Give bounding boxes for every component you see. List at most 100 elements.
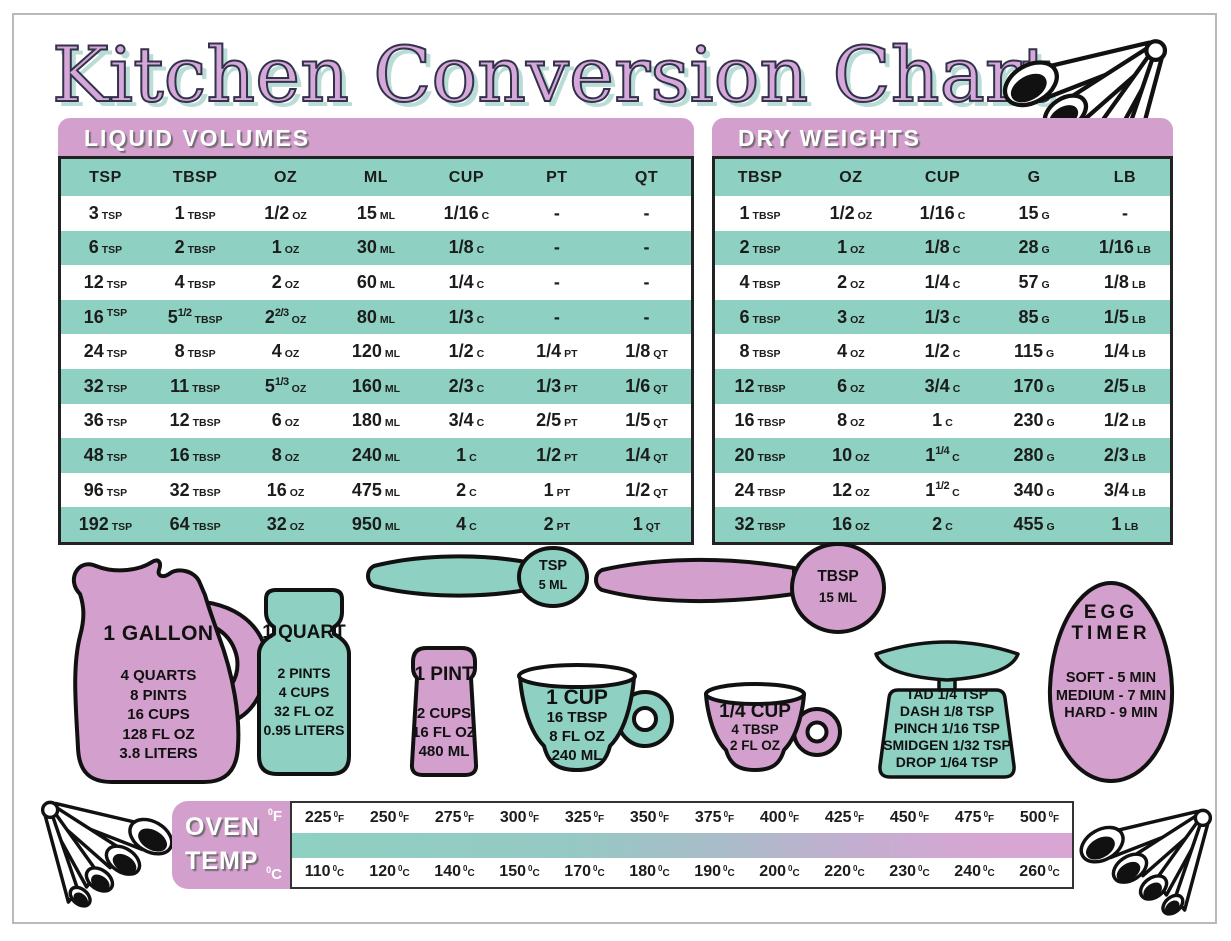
quarter-cup-title: 1/4 CUP: [719, 701, 791, 722]
conversion-cell: 11/4C: [896, 438, 989, 473]
vessel-line: 16 TBSP: [546, 709, 608, 726]
conversion-cell: 2/5 PT: [536, 410, 578, 431]
conversion-cell: -: [511, 299, 603, 335]
conversion-cell: 3/4 C: [448, 410, 485, 431]
column-header: OZ: [240, 157, 331, 196]
vessel-line: 2 FL OZ: [729, 738, 780, 753]
conversion-cell: 36 TSP: [83, 410, 128, 431]
conversion-cell: 22/3OZ: [240, 299, 331, 335]
fahrenheit-symbol: 0F: [267, 807, 282, 825]
conversion-cell: -: [602, 299, 693, 335]
conversion-cell: 160 ML: [330, 368, 422, 404]
conversion-cell: 3 TSP: [88, 202, 123, 223]
conversion-cell: 1 QT: [602, 507, 693, 544]
vessel-line: 8 PINTS: [130, 686, 187, 704]
table-row: 36 TSP 12 TBSP 6 OZ 180 ML 3/4 C 2/5 PT 1/5 QT: [60, 404, 693, 439]
conversion-cell: 4 TBSP: [739, 271, 781, 292]
conversion-cell: 20 TBSP: [713, 438, 806, 473]
conversion-cell: 32 TSP: [59, 368, 150, 404]
column-header: TBSP: [149, 157, 241, 196]
vessel-line: 240 ML: [551, 747, 603, 764]
celsius-symbol: 0C: [266, 865, 282, 883]
conversion-cell: 16 OZ: [805, 507, 897, 544]
oven-temp-cell: 500 0F: [1019, 808, 1060, 826]
tbsp-equivalents: 15 ML: [793, 590, 883, 605]
conversion-cell: 8 OZ: [837, 410, 865, 431]
conversion-cell: -: [553, 202, 560, 223]
table-row: 16 TBSP 8 OZ 1 C 230 G 1/2 LB: [714, 404, 1172, 439]
conversion-cell: 2/3 LB: [1079, 438, 1172, 473]
kitchen-scale: TAD 1/4 TSP DASH 1/8 TSP PINCH 1/16 TSP SMI…: [868, 636, 1026, 782]
column-header: OZ: [805, 157, 897, 196]
vessel-line: SMIDGEN 1/32 TSP: [883, 737, 1011, 753]
conversion-cell: 170 G: [988, 368, 1080, 404]
conversion-cell: 3/4 C: [896, 368, 989, 404]
conversion-cell: 1/5 LB: [1079, 299, 1172, 335]
tbsp-title: TBSP: [817, 568, 859, 585]
vessel-line: 480 ML: [418, 743, 470, 760]
spoon-icon: [366, 546, 589, 608]
conversion-cell: 1/16 C: [919, 202, 966, 223]
conversion-cell: -: [511, 230, 603, 266]
column-header: CUP: [421, 157, 512, 196]
conversion-cell: 1/8 LB: [1103, 271, 1146, 292]
conversion-cell: 8 TBSP: [174, 341, 216, 362]
tsp-equivalents: 5 ML: [518, 578, 588, 592]
teacup-icon: [704, 682, 842, 772]
oven-temp-cell: 325 0F: [564, 808, 605, 826]
conversion-cell: 1/2 C: [924, 341, 961, 362]
conversion-cell: 11/2C: [925, 479, 960, 500]
conversion-cell: 230 G: [1013, 410, 1055, 431]
conversion-cell: 3/4 LB: [1103, 479, 1146, 500]
table-row: 48 TSP 16 TBSP 8 OZ 240 ML 1 C 1/2 PT 1/4 QT: [59, 438, 693, 473]
conversion-cell: 2 TBSP: [713, 230, 806, 266]
table-row: 96 TSP 32 TBSP 16 OZ 475 ML 2 C 1 PT 1/2 QT: [60, 473, 693, 508]
gallon-title: 1 GALLON: [103, 622, 214, 645]
conversion-cell: 1/2 LB: [1103, 410, 1146, 431]
oven-temp-cell: 120 0C: [369, 863, 410, 881]
dry-weights-table: TBSP OZ CUP G LB 1 TBSP 1/2 OZ 1/16 C 15 G -2 TBSP 1 OZ 1…: [712, 156, 1173, 545]
vessel-line: SOFT - 5 MIN: [1065, 670, 1157, 686]
scale-icon: [874, 640, 1020, 779]
column-header: PT: [511, 157, 603, 196]
oven-temp-cell: 260 0C: [1019, 863, 1060, 881]
measuring-spoons-icon: [40, 800, 180, 912]
conversion-cell: 15 ML: [356, 202, 396, 223]
vessel-line: DASH 1/8 TSP: [899, 703, 995, 719]
conversion-cell: 57 G: [1018, 271, 1050, 292]
conversion-cell: 1/4 C: [448, 271, 485, 292]
conversion-cell: 16 TBSP: [734, 410, 786, 431]
table-row: 6 TSP 2 TBSP 1 OZ 30 ML 1/8 C - -: [59, 230, 693, 266]
conversion-cell: 1/8 C: [896, 230, 989, 266]
table-row: 12 TSP 4 TBSP 2 OZ 60 ML 1/4 C - -: [60, 265, 693, 300]
temperature-gradient-band: [292, 832, 1072, 858]
dry-weights-header: DRY WEIGHTS: [712, 118, 1173, 156]
gallon-pitcher: 1 GALLON 4 QUARTS 8 PINTS 16 CUPS 128 FL OZ…: [58, 550, 293, 792]
liquid-volumes-table: TSP TBSP OZ ML CUP PT QT 3 TSP 1 TBSP 1/2 OZ 15 ML 1/16…: [58, 156, 694, 545]
conversion-cell: 475 ML: [351, 479, 401, 500]
liquid-volumes-section: LIQUID VOLUMES TSP TBSP OZ ML CUP PT QT 3 TSP 1 TB…: [58, 118, 694, 545]
conversion-cell: 8 OZ: [240, 438, 331, 473]
table-row: 24 TBSP 12 OZ 11/2C 340 G 3/4 LB: [714, 473, 1172, 508]
quart-jar: 1 QUART 2 PINTS 4 CUPS 32 FL OZ 0.95 LITERS: [252, 584, 356, 780]
oven-temp-cell: 425 0F: [824, 808, 865, 826]
teaspoon: TSP 5 ML: [366, 546, 590, 610]
page-border: [12, 13, 1217, 924]
oven-temp-cell: 300 0F: [499, 808, 540, 826]
conversion-cell: -: [553, 271, 560, 292]
tsp-title: TSP: [538, 558, 568, 574]
conversion-cell: 192 TSP: [59, 507, 150, 544]
conversion-cell: 1 TBSP: [739, 202, 781, 223]
conversion-cell: 1/2 PT: [511, 438, 603, 473]
pint-carton: 1 PINT 2 CUPS 16 FL OZ 480 ML: [396, 636, 492, 782]
dry-weights-section: DRY WEIGHTS TBSP OZ CUP G LB 1 TBSP 1/2 OZ 1/16 C 1…: [712, 118, 1173, 545]
vessel-line: 2 PINTS: [277, 665, 331, 681]
conversion-cell: 12 TSP: [83, 271, 128, 292]
oven-temp-cell: 110 0C: [304, 863, 345, 881]
conversion-cell: 1/4 QT: [602, 438, 693, 473]
teacup-icon: [517, 663, 674, 772]
conversion-cell: 3 OZ: [805, 299, 897, 335]
conversion-cell: 30 ML: [330, 230, 422, 266]
